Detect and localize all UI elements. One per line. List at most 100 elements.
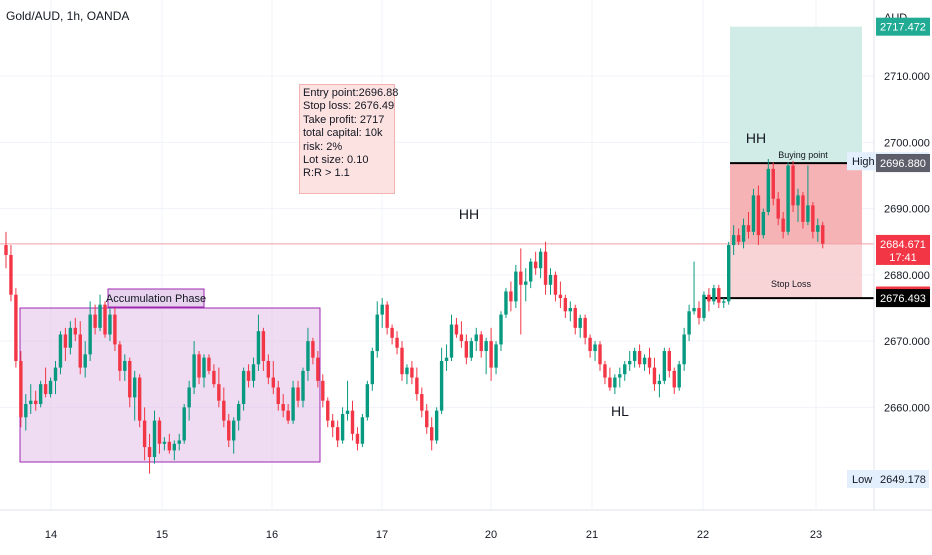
candles bbox=[4, 158, 825, 474]
candle-body bbox=[68, 327, 73, 348]
candle-body bbox=[652, 367, 657, 385]
price-tag-countdown: 17:41 bbox=[889, 252, 917, 264]
x-tick-label: 21 bbox=[586, 529, 598, 541]
candle-body bbox=[236, 404, 241, 421]
candle-body bbox=[474, 334, 478, 342]
candle-body bbox=[43, 384, 48, 395]
candle-body bbox=[573, 307, 577, 328]
hh-label-right: HH bbox=[746, 130, 766, 146]
candle-body bbox=[350, 410, 355, 434]
candle-body bbox=[246, 370, 251, 381]
candle-body bbox=[509, 291, 513, 302]
candle-body bbox=[667, 351, 671, 371]
candle-body bbox=[14, 294, 18, 361]
candle-body bbox=[613, 377, 617, 388]
candle-body bbox=[63, 334, 68, 348]
candle-body bbox=[142, 420, 147, 448]
candle-body bbox=[524, 281, 528, 285]
x-tick-label: 14 bbox=[45, 529, 57, 541]
candle-body bbox=[806, 205, 810, 222]
y-tick-label: 2700.000 bbox=[884, 137, 930, 149]
candle-body bbox=[632, 351, 637, 361]
candle-body bbox=[266, 360, 271, 378]
candle-body bbox=[182, 407, 186, 441]
candle-body bbox=[816, 225, 820, 232]
y-tick-label: 2710.000 bbox=[884, 71, 930, 83]
y-tick-label: 2690.000 bbox=[884, 204, 930, 216]
candle-body bbox=[321, 380, 325, 401]
candle-body bbox=[331, 420, 335, 428]
candle-body bbox=[519, 271, 523, 285]
candle-body bbox=[128, 360, 132, 398]
candle-body bbox=[58, 334, 63, 368]
price-tag-red bbox=[876, 234, 930, 265]
candle-body bbox=[430, 427, 434, 441]
candle-body bbox=[118, 344, 122, 371]
candle-body bbox=[647, 357, 652, 368]
time-axis-bg bbox=[0, 510, 932, 550]
trade-info-box: Entry point:2696.88 Stop loss: 2676.49 T… bbox=[299, 84, 398, 194]
price-tag-value: 2696.880 bbox=[880, 158, 926, 170]
price-tag-black bbox=[876, 289, 930, 308]
candle-body bbox=[796, 195, 800, 206]
candle-body bbox=[113, 314, 117, 345]
candle-body bbox=[296, 387, 300, 401]
candle-body bbox=[286, 410, 290, 421]
candle-body bbox=[801, 195, 805, 222]
candle-body bbox=[24, 404, 28, 418]
info-take-profit: Take profit: 2717 bbox=[303, 113, 385, 126]
candle-body bbox=[4, 245, 8, 255]
candle-body bbox=[538, 251, 543, 269]
candle-body bbox=[692, 307, 696, 312]
candle-body bbox=[598, 344, 602, 365]
candle-body bbox=[751, 195, 756, 232]
candle-body bbox=[548, 274, 553, 285]
candle-body bbox=[311, 341, 315, 358]
candle-body bbox=[454, 324, 459, 335]
price-tag-caption: Low bbox=[852, 474, 872, 486]
price-tag-low bbox=[847, 470, 929, 489]
candle-body bbox=[395, 337, 399, 348]
candle-body bbox=[83, 354, 87, 368]
chart-title: Gold/AUD, 1h, OANDA bbox=[6, 9, 130, 23]
candle-body bbox=[227, 420, 231, 441]
candle-body bbox=[405, 367, 409, 375]
candle-body bbox=[811, 205, 815, 232]
x-tick-label: 16 bbox=[266, 529, 278, 541]
candle-body bbox=[202, 357, 206, 378]
candle-body bbox=[291, 387, 295, 421]
candle-body bbox=[672, 370, 676, 388]
info-capital: total capital: 10k bbox=[303, 127, 383, 140]
price-tag-value: 2684.671 bbox=[880, 239, 926, 251]
candle-body bbox=[306, 341, 310, 371]
candle-body bbox=[439, 360, 444, 411]
info-risk: risk: 2% bbox=[303, 140, 343, 153]
candle-body bbox=[821, 225, 825, 244]
candle-body bbox=[73, 327, 77, 335]
candle-body bbox=[697, 307, 701, 318]
candle-body bbox=[746, 225, 751, 232]
candle-body bbox=[276, 387, 280, 405]
info-stop-loss: Stop loss: 2676.49 bbox=[303, 100, 395, 113]
candle-body bbox=[741, 225, 746, 242]
take-profit-zone bbox=[730, 26, 862, 164]
price-tag-caption: High bbox=[852, 156, 875, 168]
accumulation-label: Accumulation Phase bbox=[106, 293, 206, 305]
candle-body bbox=[365, 384, 370, 418]
candle-body bbox=[583, 317, 587, 338]
info-rr: R:R > 1.1 bbox=[303, 167, 350, 180]
candle-body bbox=[603, 364, 607, 378]
candle-body bbox=[9, 255, 13, 295]
candle-body bbox=[360, 417, 365, 444]
candle-body bbox=[53, 367, 58, 381]
candle-body bbox=[222, 400, 226, 421]
candle-body bbox=[281, 404, 285, 411]
candle-body bbox=[217, 384, 221, 401]
candle-body bbox=[736, 235, 741, 242]
candle-body bbox=[504, 291, 508, 315]
x-tick-label: 20 bbox=[485, 529, 497, 541]
x-tick-label: 17 bbox=[376, 529, 388, 541]
candle-body bbox=[34, 400, 38, 405]
candle-body bbox=[316, 357, 320, 381]
